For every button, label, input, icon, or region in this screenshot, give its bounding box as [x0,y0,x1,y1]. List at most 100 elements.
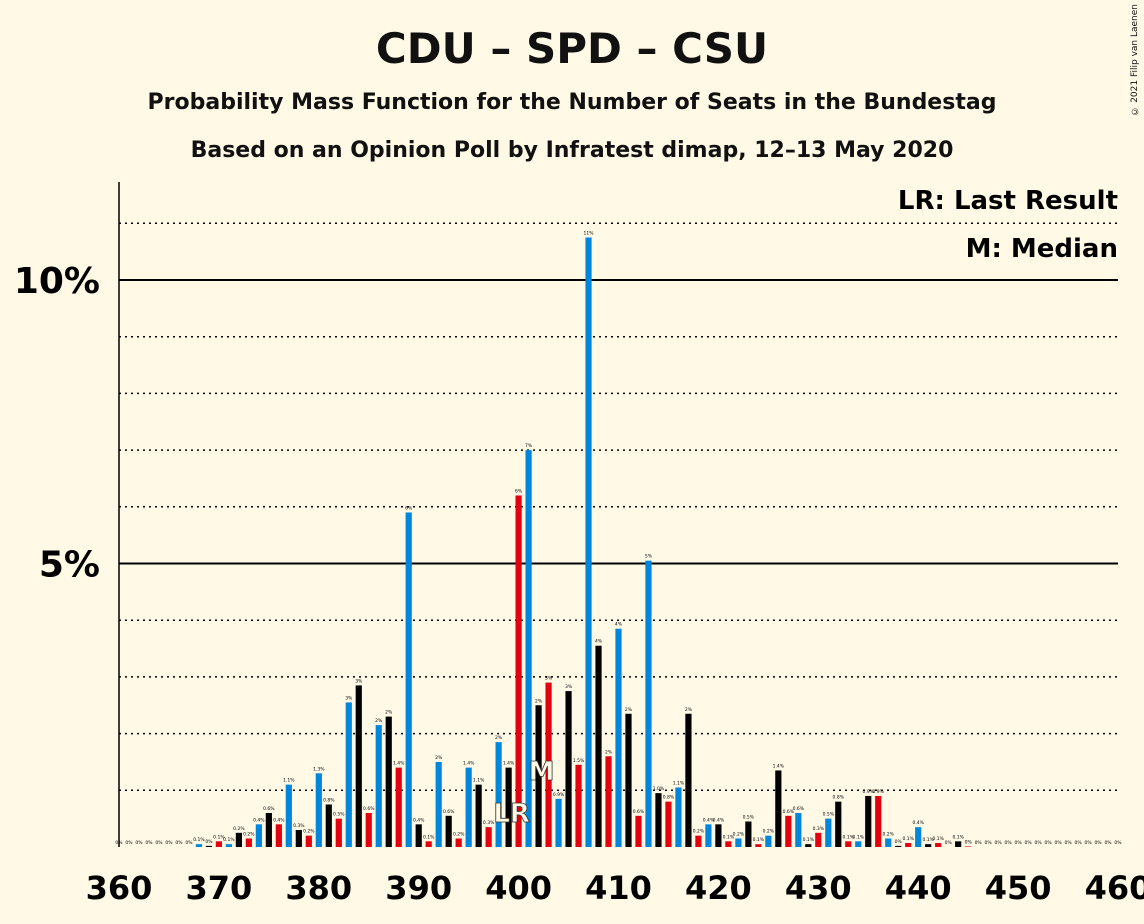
bar-seat-416 [675,787,682,847]
chart-title: CDU – SPD – CSU [375,24,769,73]
bar-seat-370 [215,841,222,847]
bar-value-label: 0% [945,840,953,846]
bar-value-label: 0% [1094,840,1102,846]
bar-seat-383 [345,702,352,847]
bar-value-label: 0.4% [253,817,265,823]
bar-value-label: 0.2% [883,831,895,837]
bar-seat-429 [805,844,812,847]
bar-seat-396 [475,784,482,847]
bar-seat-412 [635,815,642,847]
bar-seat-428 [795,812,802,847]
bar-value-label: 5% [645,554,653,560]
bar-value-label: 0.5% [823,812,835,818]
bar-value-label: 0.6% [443,809,455,815]
bar-value-label: 0.1% [803,837,815,843]
bar-value-label: 0% [1084,840,1092,846]
bar-value-label: 1.4% [393,761,405,767]
bar-value-label: 7% [525,443,533,449]
bar-value-label: 0.6% [263,806,275,812]
bar-value-label: 0% [1074,840,1082,846]
bar-value-label: 0% [155,840,163,846]
bar-seat-384 [355,685,362,847]
bar-value-label: 3% [355,678,363,684]
bar-seat-430 [815,832,822,847]
bar-value-label: 0.2% [453,831,465,837]
bar-value-label: 0% [165,840,173,846]
y-tick-label: 5% [39,545,100,586]
bar-value-label: 3% [545,676,553,682]
bar-seat-401 [525,450,532,847]
bar-seat-395 [465,767,472,847]
bar-value-label: 1.5% [573,758,585,764]
bar-value-label: 0.9% [873,789,885,795]
bar-value-label: 0% [175,840,183,846]
bar-value-label: 0% [135,840,143,846]
bar-value-label: 2% [495,735,503,741]
bar-seat-420 [715,824,722,847]
x-tick-label: 460 [1085,869,1144,907]
bar-value-label: 0.3% [293,823,305,829]
bar-seat-378 [295,829,302,847]
bar-value-label: 0.1% [723,834,735,840]
bar-seat-382 [335,818,342,847]
bar-value-label: 0.3% [483,820,495,826]
bar-seat-432 [835,801,842,847]
x-tick-label: 380 [285,869,352,907]
bar-seat-418 [695,835,702,847]
bar-seat-410 [615,628,622,847]
bar-value-label: 0.2% [243,831,255,837]
bar-value-label: 0.3% [813,826,825,832]
bar-seat-371 [225,844,232,847]
bar-value-label: 2% [685,707,693,713]
bar-value-label: 1.1% [673,780,685,786]
bar-value-label: 0% [1104,840,1112,846]
bar-seat-422 [735,838,742,847]
bar-value-label: 0.5% [743,814,755,820]
bar-value-label: 0% [985,840,993,846]
bar-value-label: 2% [435,755,443,761]
bar-seat-411 [625,713,632,847]
x-tick-label: 410 [585,869,652,907]
bar-value-label: 11% [584,230,595,236]
x-tick-label: 430 [785,869,852,907]
bar-seat-415 [665,801,672,847]
bar-value-label: 0% [185,840,193,846]
bar-value-label: 0% [995,840,1003,846]
bar-value-label: 0.1% [213,834,225,840]
bar-value-label: 0.1% [753,837,765,843]
x-tick-label: 440 [885,869,952,907]
bar-seat-380 [315,773,322,847]
bar-seat-442 [935,843,942,847]
bar-value-label: 2% [605,749,613,755]
x-tick-label: 360 [86,869,153,907]
x-tick-label: 400 [485,869,552,907]
bar-seat-368 [195,844,203,847]
bar-seat-392 [435,761,442,847]
bar-seat-406 [575,764,582,847]
bar-value-label: 0% [1054,840,1062,846]
bar-seat-440 [915,827,922,847]
bar-seat-372 [235,832,242,847]
bar-value-label: 0% [1044,840,1052,846]
bar-value-label: 0% [145,840,153,846]
bar-seat-374 [255,824,262,847]
bar-value-label: 0.2% [693,829,705,835]
bar-value-label: 0% [1015,840,1023,846]
bar-seat-434 [855,841,862,847]
bar-value-label: 6% [405,505,413,511]
bar-value-label: 0.1% [902,836,914,842]
bar-value-label: 0.6% [633,809,645,815]
bar-seat-386 [375,725,382,847]
bar-seat-435 [865,795,872,847]
bar-value-label: 0% [975,840,983,846]
bar-seat-405 [565,691,572,847]
bar-value-label: 6% [515,488,523,494]
bar-seat-398 [495,742,502,847]
legend-entry: LR: Last Result [898,186,1118,216]
bar-value-label: 0.6% [363,806,375,812]
bar-seat-425 [765,835,772,847]
bar-value-label: 3% [565,684,573,690]
bar-seat-423 [745,821,752,847]
median-marker: M [529,757,555,787]
x-tick-label: 390 [385,869,452,907]
